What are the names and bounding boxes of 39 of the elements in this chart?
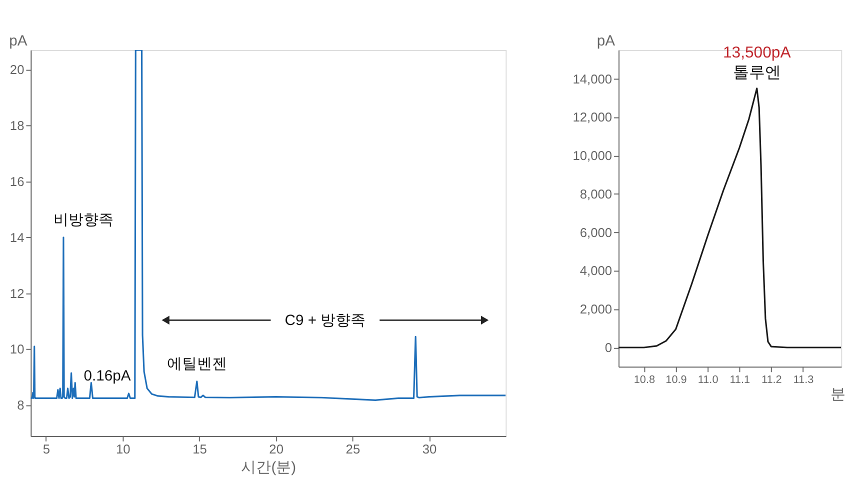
- y-axis-title: pA: [596, 34, 616, 50]
- y-tick-label: 12,000: [572, 110, 612, 125]
- annotation: C9 + 방향족: [284, 313, 366, 330]
- y-axis-title: pA: [9, 34, 28, 50]
- x-tick-label: 11.1: [730, 374, 750, 386]
- x-tick-label: 25: [346, 441, 360, 456]
- x-tick-label: 11.2: [761, 374, 782, 386]
- line-series: [30, 50, 506, 401]
- y-tick-label: 20: [10, 62, 24, 78]
- x-tick-label: 30: [422, 441, 437, 456]
- x-tick-label: 20: [269, 441, 284, 456]
- y-tick-label: 10: [10, 342, 24, 357]
- y-tick-label: 2,000: [580, 302, 612, 317]
- annotation: 0.16pA: [84, 368, 131, 385]
- annotation: 에틸벤젠: [166, 356, 227, 373]
- x-tick-label: 10: [116, 441, 130, 456]
- x-tick-label: 5: [42, 441, 50, 456]
- y-tick-label: 6,000: [580, 224, 612, 240]
- y-tick-label: 0: [604, 340, 612, 355]
- y-tick-label: 16: [10, 174, 24, 189]
- line-series: [618, 88, 842, 348]
- series-label: 톨루엔: [732, 64, 781, 82]
- x-tick-label: 10.8: [634, 374, 656, 386]
- x-axis-title: 분: [830, 386, 846, 403]
- y-tick-label: 8,000: [580, 186, 612, 202]
- y-tick-label: 8: [17, 398, 24, 413]
- annotation: 비방향족: [54, 212, 114, 229]
- y-tick-label: 18: [10, 118, 24, 133]
- y-tick-label: 10,000: [572, 148, 612, 164]
- data-label: 13,500pA: [722, 44, 792, 62]
- y-tick-label: 12: [10, 286, 24, 301]
- y-tick-label: 4,000: [580, 263, 612, 278]
- x-axis-title: 시간(분): [241, 460, 296, 476]
- y-tick-label: 14,000: [572, 71, 612, 86]
- x-tick-label: 11.3: [793, 374, 814, 386]
- y-tick-label: 14: [10, 230, 24, 245]
- x-tick-label: 11.0: [698, 374, 718, 386]
- x-tick-label: 10.9: [666, 374, 687, 386]
- x-tick-label: 15: [192, 441, 207, 456]
